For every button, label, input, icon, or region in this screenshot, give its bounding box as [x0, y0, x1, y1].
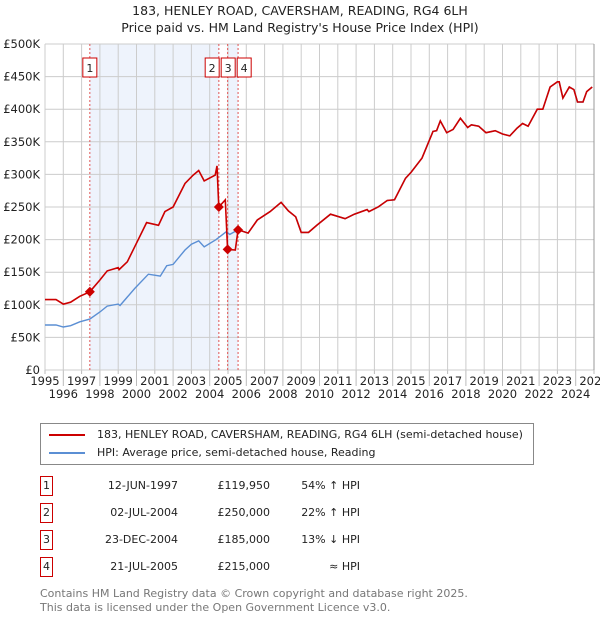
- sale-label: 4: [241, 62, 248, 75]
- chart-subtitle: Price paid vs. HM Land Registry's House …: [121, 20, 479, 35]
- legend-item-property: 183, HENLEY ROAD, CAVERSHAM, READING, RG…: [49, 426, 523, 444]
- sale-date: 21-JUL-2005: [110, 560, 178, 573]
- table-row: 3 23-DEC-2004 £185,000 13% ↓ HPI: [40, 530, 440, 552]
- sale-point-marker: [233, 224, 244, 235]
- legend-label-hpi: HPI: Average price, semi-detached house,…: [97, 446, 376, 459]
- x-tick-label: 2018: [451, 387, 480, 401]
- sale-label-box: [220, 57, 236, 78]
- x-tick-label: 2024: [561, 387, 590, 401]
- table-row: 1 12-JUN-1997 £119,950 54% ↑ HPI: [40, 476, 440, 498]
- y-tick-label: £450K: [3, 70, 40, 84]
- footer-licence: This data is licensed under the Open Gov…: [40, 601, 391, 614]
- sale-number-badge: 1: [40, 476, 53, 496]
- x-tick-label: 2012: [341, 387, 370, 401]
- legend-swatch-blue: [49, 452, 85, 454]
- x-tick-label: 1999: [104, 374, 133, 388]
- property-price-line: [45, 81, 593, 305]
- x-tick-label: 2009: [287, 374, 316, 388]
- x-tick-label: 1995: [30, 374, 59, 388]
- y-tick-label: £250K: [3, 200, 40, 214]
- x-tick-label: 2014: [378, 387, 407, 401]
- sale-label: 2: [209, 62, 216, 75]
- x-tick-label: 2000: [122, 387, 151, 401]
- chart-title: 183, HENLEY ROAD, CAVERSHAM, READING, RG…: [132, 3, 468, 18]
- y-tick-label: £50K: [11, 330, 41, 344]
- sale-price: £119,950: [217, 479, 271, 492]
- x-tick-label: 2001: [140, 374, 169, 388]
- y-tick-label: £350K: [3, 135, 40, 149]
- sale-date: 23-DEC-2004: [104, 533, 178, 546]
- sale-label-box: [236, 57, 252, 78]
- legend: 183, HENLEY ROAD, CAVERSHAM, READING, RG…: [40, 423, 534, 465]
- sale-number-badge: 3: [40, 530, 53, 550]
- sale-number-badge: 2: [40, 503, 53, 523]
- x-tick-label: 2003: [177, 374, 206, 388]
- sale-number-badge: 4: [40, 557, 53, 577]
- y-tick-label: £150K: [3, 265, 40, 279]
- y-tick-label: £100K: [3, 298, 40, 312]
- x-tick-label: 2008: [268, 387, 297, 401]
- x-tick-label: 1996: [49, 387, 78, 401]
- x-tick-label: 1997: [67, 374, 96, 388]
- x-tick-label: 2019: [470, 374, 499, 388]
- x-tick-label: 2015: [396, 374, 425, 388]
- y-tick-label: £200K: [3, 233, 40, 247]
- x-tick-label: 2025: [579, 374, 600, 388]
- sale-price: £250,000: [217, 506, 271, 519]
- x-tick-label: 2002: [158, 387, 187, 401]
- sale-hpi-diff: 13% ↓ HPI: [301, 533, 360, 546]
- legend-swatch-red: [49, 434, 85, 436]
- sale-label: 3: [225, 62, 232, 75]
- x-tick-label: 2017: [433, 374, 462, 388]
- x-tick-label: 2004: [195, 387, 224, 401]
- price-chart: 1995199619971998199920002001200220032004…: [3, 37, 600, 401]
- sale-price: £215,000: [217, 560, 271, 573]
- sale-date: 02-JUL-2004: [110, 506, 178, 519]
- sale-label-box: [204, 57, 220, 78]
- y-tick-label: £0: [25, 363, 40, 377]
- sale-date: 12-JUN-1997: [107, 479, 178, 492]
- x-tick-label: 2007: [250, 374, 279, 388]
- y-tick-label: £300K: [3, 167, 40, 181]
- sale-label-box: [82, 57, 98, 78]
- legend-item-hpi: HPI: Average price, semi-detached house,…: [49, 444, 523, 462]
- sale-point-marker: [222, 244, 233, 255]
- x-tick-label: 2006: [232, 387, 261, 401]
- x-tick-label: 2023: [543, 374, 572, 388]
- sale-hpi-diff: 54% ↑ HPI: [301, 479, 360, 492]
- sale-label: 1: [86, 62, 93, 75]
- sale-hpi-diff: ≈ HPI: [329, 560, 360, 573]
- x-tick-label: 2010: [305, 387, 334, 401]
- table-row: 2 02-JUL-2004 £250,000 22% ↑ HPI: [40, 503, 440, 525]
- x-tick-label: 2005: [213, 374, 242, 388]
- sale-point-marker: [213, 202, 224, 212]
- x-tick-label: 1998: [85, 387, 114, 401]
- x-tick-label: 2011: [323, 374, 352, 388]
- x-tick-label: 2021: [506, 374, 535, 388]
- sale-point-marker: [84, 286, 95, 297]
- table-row: 4 21-JUL-2005 £215,000 ≈ HPI: [40, 557, 440, 579]
- y-tick-label: £500K: [3, 37, 40, 51]
- legend-label-property: 183, HENLEY ROAD, CAVERSHAM, READING, RG…: [97, 428, 523, 441]
- x-tick-label: 2020: [488, 387, 517, 401]
- footer-copyright: Contains HM Land Registry data © Crown c…: [40, 587, 468, 600]
- x-tick-label: 2013: [360, 374, 389, 388]
- sale-hpi-diff: 22% ↑ HPI: [301, 506, 360, 519]
- y-tick-label: £400K: [3, 102, 40, 116]
- sale-price: £185,000: [217, 533, 271, 546]
- x-tick-label: 2022: [524, 387, 553, 401]
- x-tick-label: 2016: [415, 387, 444, 401]
